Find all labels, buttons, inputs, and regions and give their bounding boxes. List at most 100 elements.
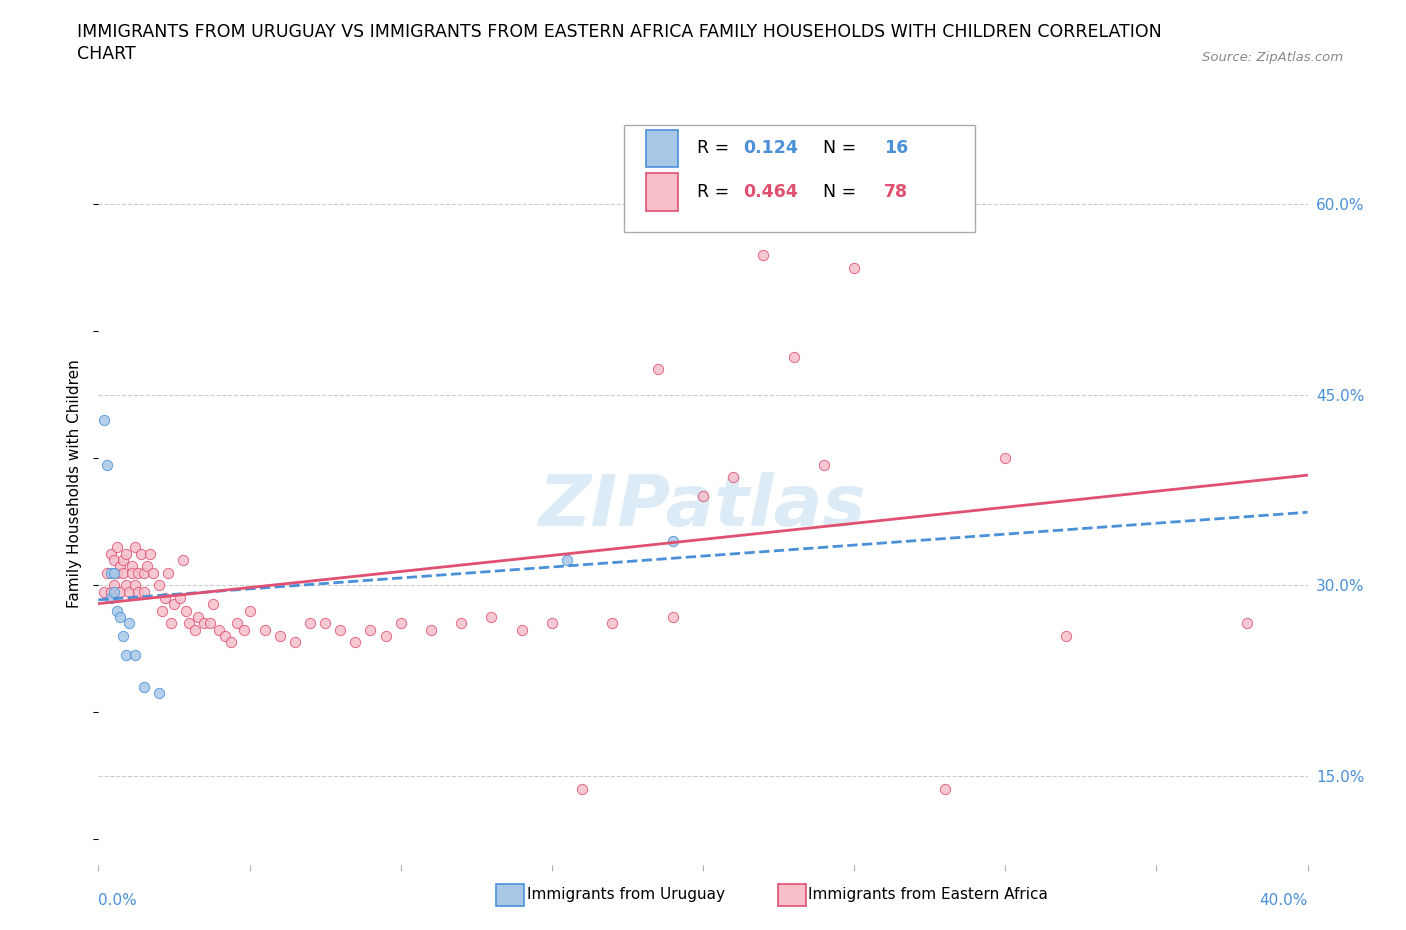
Point: [111, 629, 134, 644]
Point: [360, 622, 382, 637]
Point: [153, 591, 176, 605]
Y-axis label: Family Households with Children: Family Households with Children: [67, 359, 83, 608]
Text: Source: ZipAtlas.com: Source: ZipAtlas.com: [1202, 51, 1343, 64]
Point: [135, 559, 157, 574]
Text: 16: 16: [884, 140, 908, 157]
Point: [111, 552, 134, 567]
Point: [174, 604, 197, 618]
Point: [105, 539, 128, 554]
Point: [148, 686, 170, 701]
Text: ZIPatlas: ZIPatlas: [540, 472, 866, 541]
Point: [93, 584, 115, 599]
Point: [179, 616, 201, 631]
Point: [187, 610, 209, 625]
Text: 78: 78: [884, 183, 908, 201]
Point: [118, 616, 141, 631]
Point: [118, 584, 141, 599]
Point: [103, 552, 125, 567]
Point: [873, 196, 896, 211]
Point: [121, 565, 143, 580]
Point: [114, 546, 136, 561]
Point: [124, 648, 146, 663]
Point: [103, 565, 125, 580]
Point: [148, 578, 170, 592]
Point: [142, 565, 165, 580]
Point: [314, 616, 336, 631]
Point: [208, 622, 231, 637]
Point: [844, 260, 866, 275]
Point: [214, 629, 236, 644]
Point: [96, 565, 118, 580]
Point: [100, 591, 122, 605]
Point: [540, 616, 562, 631]
Text: Immigrants from Eastern Africa: Immigrants from Eastern Africa: [808, 887, 1049, 902]
Point: [602, 616, 624, 631]
Point: [132, 584, 155, 599]
Text: 0.124: 0.124: [742, 140, 797, 157]
Point: [169, 591, 191, 605]
Point: [420, 622, 443, 637]
FancyBboxPatch shape: [647, 173, 678, 210]
Point: [994, 451, 1017, 466]
Point: [108, 584, 131, 599]
Point: [103, 584, 125, 599]
Point: [124, 578, 146, 592]
Point: [121, 559, 143, 574]
Point: [783, 349, 806, 364]
Text: CHART: CHART: [77, 45, 136, 62]
Point: [752, 247, 775, 262]
Point: [93, 413, 115, 428]
Point: [105, 565, 128, 580]
Point: [100, 565, 122, 580]
Point: [108, 559, 131, 574]
Point: [129, 546, 152, 561]
Point: [184, 622, 207, 637]
Point: [127, 565, 149, 580]
Point: [105, 604, 128, 618]
Text: R =: R =: [697, 183, 735, 201]
Text: IMMIGRANTS FROM URUGUAY VS IMMIGRANTS FROM EASTERN AFRICA FAMILY HOUSEHOLDS WITH: IMMIGRANTS FROM URUGUAY VS IMMIGRANTS FR…: [77, 23, 1163, 41]
Point: [111, 565, 134, 580]
Point: [150, 604, 173, 618]
Point: [661, 534, 683, 549]
Point: [723, 470, 745, 485]
Point: [344, 635, 367, 650]
FancyBboxPatch shape: [647, 130, 678, 167]
Point: [226, 616, 249, 631]
Point: [96, 458, 118, 472]
Point: [647, 362, 669, 377]
Point: [269, 629, 291, 644]
Point: [284, 635, 307, 650]
Point: [124, 539, 146, 554]
Point: [555, 552, 578, 567]
Point: [172, 552, 194, 567]
Text: 0.0%: 0.0%: [98, 893, 138, 908]
Point: [160, 616, 183, 631]
Point: [374, 629, 396, 644]
Point: [571, 781, 593, 796]
FancyBboxPatch shape: [624, 126, 976, 232]
Point: [1054, 629, 1077, 644]
Point: [510, 622, 533, 637]
Text: 0.464: 0.464: [742, 183, 797, 201]
Text: R =: R =: [697, 140, 735, 157]
Point: [813, 458, 835, 472]
Point: [389, 616, 412, 631]
Point: [661, 610, 683, 625]
Point: [127, 584, 149, 599]
Point: [253, 622, 276, 637]
Point: [329, 622, 352, 637]
Point: [114, 648, 136, 663]
Point: [108, 610, 131, 625]
Point: [132, 565, 155, 580]
Text: N =: N =: [811, 183, 862, 201]
Text: Immigrants from Uruguay: Immigrants from Uruguay: [527, 887, 725, 902]
Text: N =: N =: [811, 140, 862, 157]
Point: [114, 578, 136, 592]
Point: [156, 565, 179, 580]
Point: [481, 610, 503, 625]
Point: [100, 584, 122, 599]
Point: [239, 604, 262, 618]
Point: [450, 616, 472, 631]
Point: [221, 635, 243, 650]
